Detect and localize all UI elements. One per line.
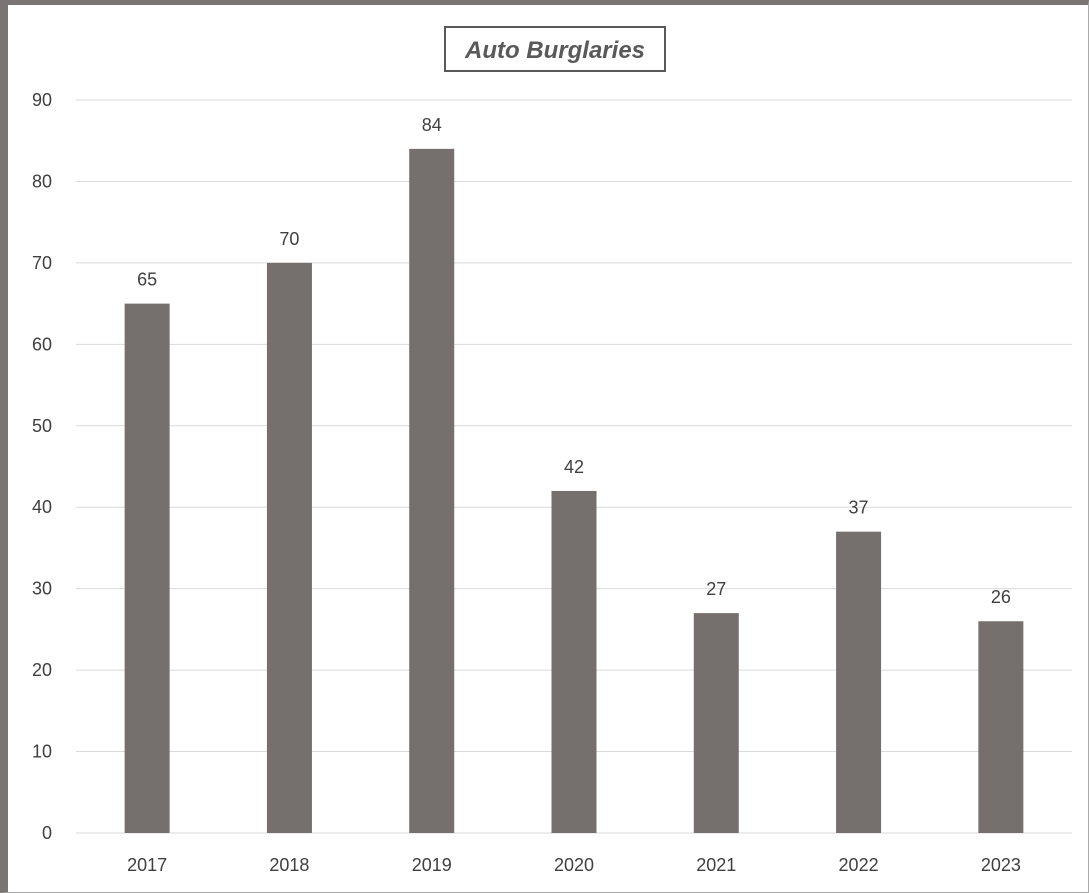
y-tick-label: 10 xyxy=(32,742,52,762)
chart-title: Auto Burglaries xyxy=(444,26,666,72)
data-label-2022: 37 xyxy=(849,498,869,518)
x-tick-label-2018: 2018 xyxy=(269,855,309,875)
y-tick-label: 50 xyxy=(32,416,52,436)
bar-2019 xyxy=(409,148,455,833)
data-label-2023: 26 xyxy=(991,587,1011,607)
bar-2023 xyxy=(978,621,1024,833)
data-label-2021: 27 xyxy=(706,579,726,599)
data-labels: 65 70 84 42 27 37 26 xyxy=(137,115,1011,607)
y-tick-label: 0 xyxy=(42,823,52,843)
y-axis-tick-labels: 0 10 20 30 40 50 60 70 80 90 xyxy=(32,90,52,843)
x-tick-label-2021: 2021 xyxy=(696,855,736,875)
y-tick-label: 70 xyxy=(32,253,52,273)
x-tick-label-2022: 2022 xyxy=(839,855,879,875)
data-label-2017: 65 xyxy=(137,270,157,290)
y-tick-label: 20 xyxy=(32,660,52,680)
x-axis-tick-labels: 2017 2018 2019 2020 2021 2022 2023 xyxy=(127,855,1021,875)
data-label-2019: 84 xyxy=(422,115,442,135)
data-label-2020: 42 xyxy=(564,457,584,477)
chart-title-box xyxy=(444,26,666,72)
y-tick-label: 80 xyxy=(32,171,52,191)
bar-2022 xyxy=(836,531,882,833)
y-tick-label: 60 xyxy=(32,334,52,354)
y-tick-label: 90 xyxy=(32,90,52,110)
y-tick-label: 40 xyxy=(32,497,52,517)
bar-2017 xyxy=(124,303,170,834)
x-tick-label-2019: 2019 xyxy=(412,855,452,875)
x-tick-label-2023: 2023 xyxy=(981,855,1021,875)
x-tick-label-2020: 2020 xyxy=(554,855,594,875)
bar-2021 xyxy=(693,613,739,833)
chart-title-text: Auto Burglaries xyxy=(464,37,645,64)
x-tick-label-2017: 2017 xyxy=(127,855,167,875)
bar-2020 xyxy=(551,490,597,833)
y-tick-label: 30 xyxy=(32,579,52,599)
data-label-2018: 70 xyxy=(279,229,299,249)
gridlines xyxy=(76,99,1072,834)
bars xyxy=(124,148,1024,834)
bar-2018 xyxy=(266,262,312,833)
